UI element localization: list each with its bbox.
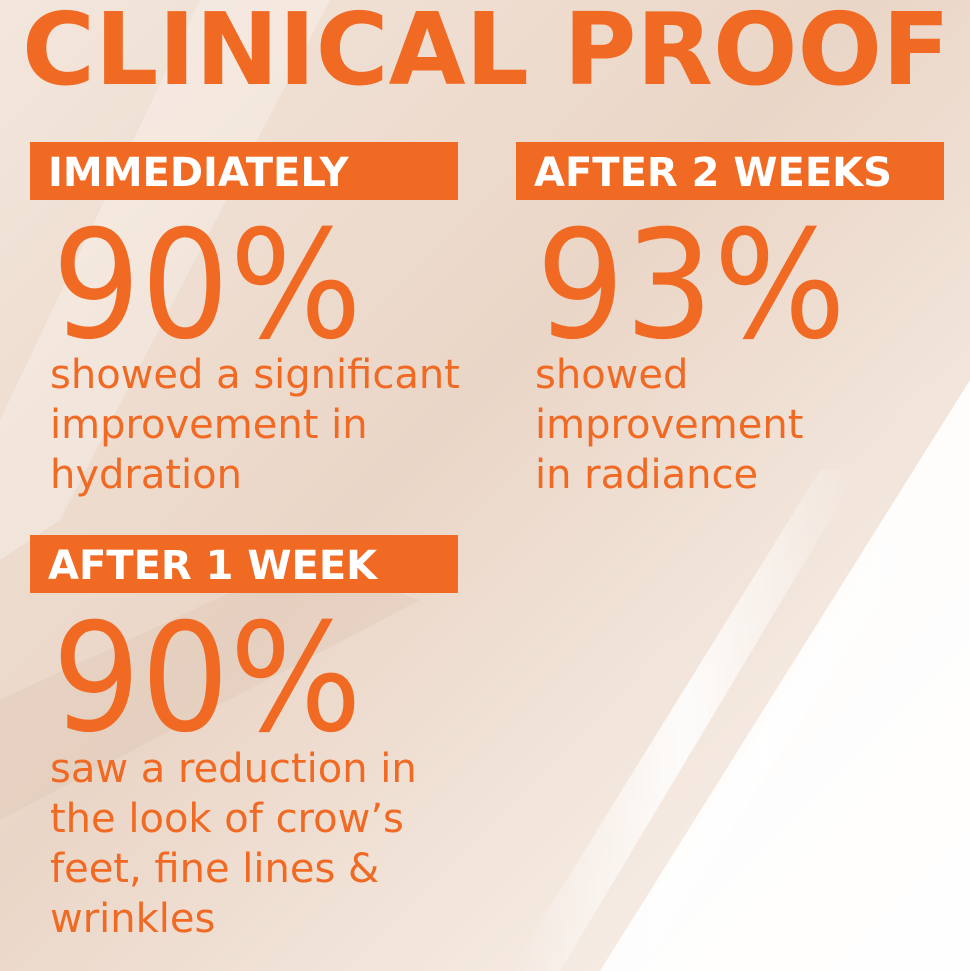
stat: 90% <box>52 199 362 373</box>
description-line: feet, fine lines & <box>50 846 379 892</box>
description-line: improvement <box>535 402 803 448</box>
cream-highlight <box>600 380 970 971</box>
cream-shadow <box>0 560 420 820</box>
label: AFTER 2 WEEKS <box>534 150 892 196</box>
description-line: improvement in <box>50 402 368 448</box>
stat: 90% <box>52 592 362 766</box>
description-line: saw a reduction in <box>50 746 417 792</box>
cream-streak <box>510 470 860 971</box>
label-box <box>30 535 458 593</box>
cream-highlight <box>0 0 330 560</box>
description-line: in radiance <box>535 452 758 498</box>
description-line: the look of crow’s <box>50 796 404 842</box>
description-line: wrinkles <box>50 896 215 942</box>
description-line: hydration <box>50 452 242 498</box>
description-line: showed a significant <box>50 352 460 398</box>
label: IMMEDIATELY <box>48 150 350 196</box>
label-box <box>30 142 458 200</box>
cream-streak <box>600 520 930 971</box>
stat: 93% <box>536 199 846 373</box>
label: AFTER 1 WEEK <box>48 543 379 589</box>
label-box <box>516 142 944 200</box>
title: CLINICAL PROOF <box>22 0 950 108</box>
description-line: showed <box>535 352 688 398</box>
